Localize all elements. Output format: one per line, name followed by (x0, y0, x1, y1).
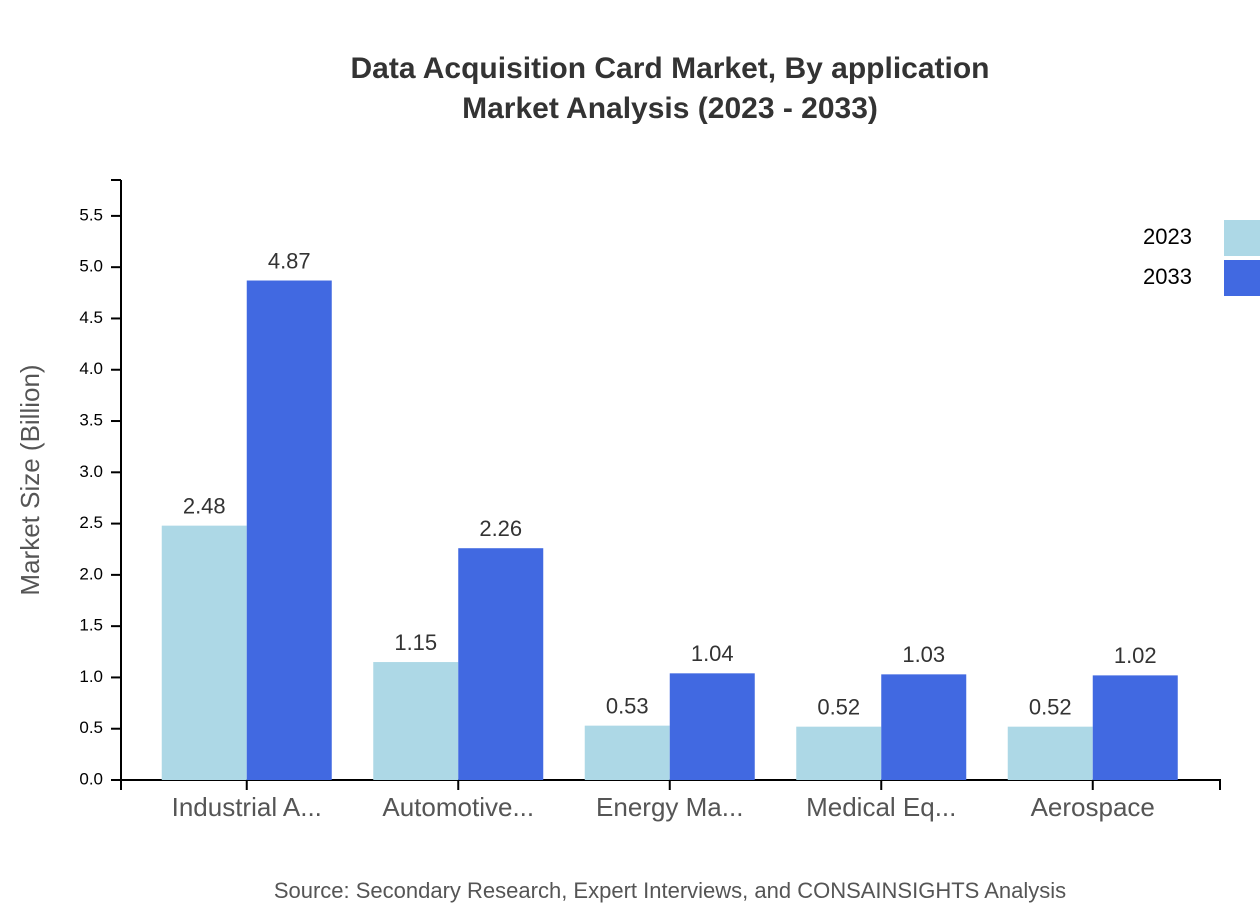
x-tick-label: Energy Ma... (596, 792, 743, 822)
legend-label: 2033 (1143, 264, 1192, 289)
y-tick-label: 0.5 (79, 718, 103, 737)
x-tick-label: Aerospace (1031, 792, 1155, 822)
y-tick-label: 5.5 (79, 205, 103, 224)
y-tick-label: 1.5 (79, 616, 103, 635)
y-tick-label: 3.0 (79, 462, 103, 481)
legend-swatch (1224, 260, 1260, 296)
y-tick-label: 4.0 (79, 359, 103, 378)
bar (881, 674, 967, 780)
bar (246, 280, 332, 780)
value-label: 2.48 (183, 493, 226, 518)
value-label: 4.87 (268, 248, 311, 273)
legend-label: 2023 (1143, 224, 1192, 249)
y-tick-label: 1.0 (79, 667, 103, 686)
value-label: 1.04 (691, 641, 734, 666)
bar (584, 725, 670, 780)
bar (458, 548, 544, 780)
bar (669, 673, 755, 780)
x-tick-label: Medical Eq... (806, 792, 956, 822)
bar (796, 726, 882, 780)
bar (1007, 726, 1093, 780)
value-label: 0.52 (1029, 694, 1072, 719)
source-note: Source: Secondary Research, Expert Inter… (274, 878, 1066, 903)
legend-swatch (1224, 220, 1260, 256)
y-axis-label: Market Size (Billion) (15, 364, 45, 595)
chart-title: Data Acquisition Card Market, By applica… (350, 52, 989, 85)
value-label: 1.15 (394, 630, 437, 655)
bar (161, 525, 247, 780)
y-tick-label: 5.0 (79, 257, 103, 276)
y-tick-label: 0.0 (79, 769, 103, 788)
x-tick-label: Industrial A... (172, 792, 322, 822)
bar (373, 662, 459, 780)
value-label: 2.26 (479, 516, 522, 541)
y-tick-label: 3.5 (79, 411, 103, 430)
bar (1092, 675, 1178, 780)
y-tick-label: 4.5 (79, 308, 103, 327)
value-label: 1.02 (1114, 643, 1157, 668)
y-tick-label: 2.5 (79, 513, 103, 532)
value-label: 1.03 (902, 642, 945, 667)
value-label: 0.53 (606, 693, 649, 718)
x-tick-label: Automotive... (382, 792, 534, 822)
y-tick-label: 2.0 (79, 564, 103, 583)
value-label: 0.52 (817, 694, 860, 719)
chart-subtitle: Market Analysis (2023 - 2033) (462, 92, 878, 125)
